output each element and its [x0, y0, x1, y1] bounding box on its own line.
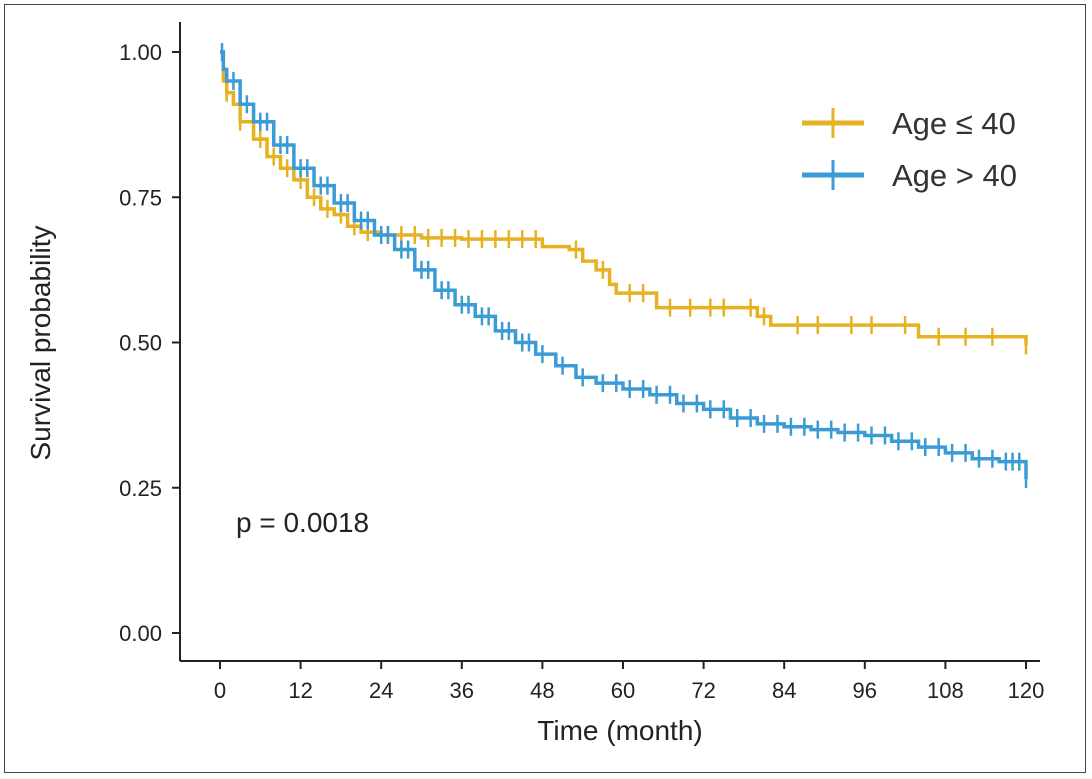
- x-tick-label: 120: [1008, 678, 1045, 703]
- x-axis-title: Time (month): [537, 715, 702, 746]
- figure-frame: [4, 4, 1086, 773]
- x-tick-label: 12: [288, 678, 312, 703]
- x-tick-label: 24: [369, 678, 393, 703]
- survival-line-age-le-40: [220, 50, 1028, 346]
- x-ticks: 0 12 24 36 48 60 72 84 96 108 120: [214, 661, 1044, 703]
- y-tick-label: 1.00: [119, 40, 162, 65]
- series-age-gt-40: [220, 43, 1028, 489]
- x-tick-label: 36: [450, 678, 474, 703]
- y-tick-label: 0.50: [119, 331, 162, 356]
- x-tick-label: 96: [853, 678, 877, 703]
- x-tick-label: 48: [530, 678, 554, 703]
- legend-item-age-le-40[interactable]: Age ≤ 40: [802, 106, 1016, 141]
- x-tick-label: 108: [927, 678, 964, 703]
- y-tick-label: 0.25: [119, 476, 162, 501]
- series-group: [220, 43, 1028, 489]
- y-ticks: 0.00 0.25 0.50 0.75 1.00: [119, 40, 180, 646]
- legend-item-age-gt-40[interactable]: Age > 40: [802, 158, 1017, 193]
- legend-label-age-gt-40: Age > 40: [892, 158, 1017, 193]
- x-tick-label: 84: [772, 678, 796, 703]
- x-tick-label: 0: [214, 678, 226, 703]
- legend-label-age-le-40: Age ≤ 40: [892, 106, 1016, 141]
- y-axis-title: Survival probability: [25, 226, 56, 461]
- p-value-annotation: p = 0.0018: [236, 507, 369, 538]
- x-tick-label: 60: [611, 678, 635, 703]
- y-tick-label: 0.00: [119, 621, 162, 646]
- legend[interactable]: Age ≤ 40 Age > 40: [802, 106, 1017, 193]
- series-age-le-40: [220, 50, 1028, 355]
- y-tick-label: 0.75: [119, 185, 162, 210]
- x-tick-label: 72: [691, 678, 715, 703]
